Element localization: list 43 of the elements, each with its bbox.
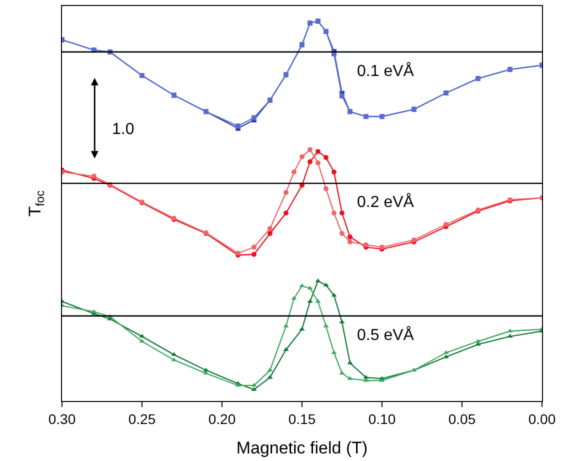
point bbox=[340, 94, 344, 99]
point bbox=[284, 210, 288, 216]
annotation: 0.2 eVÅ bbox=[357, 193, 414, 211]
x-tick-label: 0.30 bbox=[48, 410, 76, 427]
x-tick-label: 0.25 bbox=[128, 410, 156, 427]
point bbox=[252, 244, 256, 250]
point bbox=[339, 370, 345, 375]
point bbox=[324, 155, 328, 160]
point bbox=[308, 159, 312, 164]
point bbox=[292, 169, 296, 174]
point bbox=[444, 222, 448, 227]
point bbox=[139, 338, 145, 343]
point bbox=[284, 190, 288, 195]
point bbox=[331, 292, 337, 297]
point bbox=[340, 231, 344, 236]
point bbox=[475, 338, 481, 343]
point bbox=[324, 186, 328, 192]
point bbox=[331, 350, 337, 354]
point bbox=[348, 239, 352, 244]
point bbox=[364, 242, 368, 248]
point bbox=[308, 147, 312, 152]
point bbox=[268, 226, 272, 232]
point bbox=[252, 252, 256, 257]
x-tick-label: 0.00 bbox=[528, 410, 556, 427]
point bbox=[299, 283, 305, 288]
point bbox=[348, 234, 352, 240]
point bbox=[332, 169, 336, 174]
annotation: 1.0 bbox=[112, 121, 134, 138]
annotation: 0.1 eVÅ bbox=[357, 62, 414, 80]
point bbox=[316, 148, 320, 154]
x-tick-label: 0.10 bbox=[368, 410, 396, 427]
point bbox=[203, 370, 209, 375]
point bbox=[316, 160, 320, 166]
x-tick-label: 0.15 bbox=[288, 410, 316, 427]
point bbox=[332, 210, 336, 216]
x-tick-label: 0.05 bbox=[448, 410, 476, 427]
point bbox=[340, 210, 344, 216]
x-tick-label: 0.20 bbox=[208, 410, 236, 427]
point bbox=[443, 350, 449, 354]
point bbox=[300, 154, 304, 160]
point bbox=[268, 231, 272, 236]
x-axis-title: Magnetic field (T) bbox=[236, 438, 368, 458]
annotation: 0.5 eVÅ bbox=[357, 326, 414, 344]
